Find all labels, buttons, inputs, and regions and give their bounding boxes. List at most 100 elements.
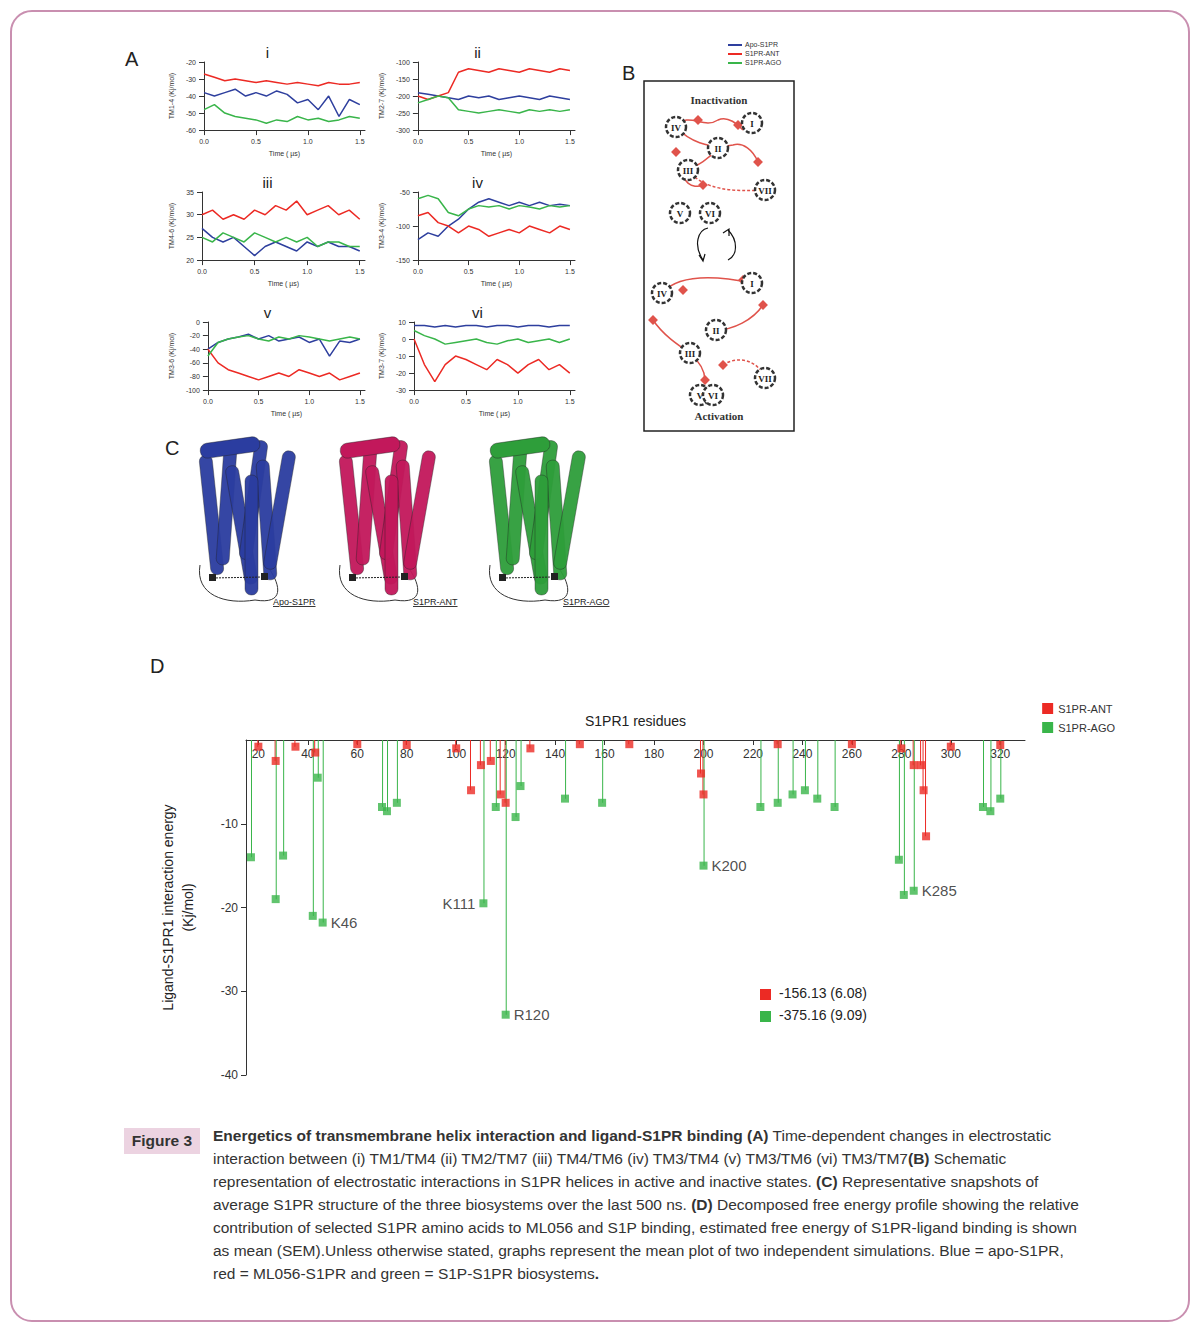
svg-text:S1PR-AGO: S1PR-AGO <box>1058 722 1115 734</box>
svg-text:-10: -10 <box>396 353 406 360</box>
svg-text:III: III <box>683 166 694 176</box>
svg-text:30: 30 <box>186 211 194 218</box>
svg-text:220: 220 <box>743 747 763 761</box>
svg-text:-80: -80 <box>190 373 200 380</box>
svg-text:K200: K200 <box>712 857 747 874</box>
svg-text:TM4-6 (Kj/mol): TM4-6 (Kj/mol) <box>168 203 176 249</box>
svg-text:1.5: 1.5 <box>355 138 365 145</box>
svg-text:0.5: 0.5 <box>254 398 264 405</box>
svg-text:-40: -40 <box>221 1068 239 1082</box>
svg-text:1.5: 1.5 <box>565 268 575 275</box>
svg-text:-20: -20 <box>190 332 200 339</box>
svg-text:R120: R120 <box>514 1006 550 1023</box>
svg-text:iv: iv <box>472 174 483 191</box>
svg-text:Time ( µs): Time ( µs) <box>271 410 302 418</box>
svg-text:-50: -50 <box>400 189 410 196</box>
svg-text:1.0: 1.0 <box>514 268 524 275</box>
svg-text:VI: VI <box>705 209 715 219</box>
svg-text:-40: -40 <box>186 93 196 100</box>
svg-text:-20: -20 <box>396 370 406 377</box>
svg-text:VII: VII <box>758 374 772 384</box>
svg-text:0.5: 0.5 <box>464 138 474 145</box>
svg-text:0.0: 0.0 <box>413 138 423 145</box>
svg-text:II: II <box>714 144 722 154</box>
svg-text:-150: -150 <box>396 257 410 264</box>
svg-text:-300: -300 <box>396 127 410 134</box>
svg-text:-60: -60 <box>186 127 196 134</box>
svg-text:-30: -30 <box>221 984 239 998</box>
svg-text:-100: -100 <box>396 223 410 230</box>
svg-text:-150: -150 <box>396 76 410 83</box>
svg-text:Time ( µs): Time ( µs) <box>481 280 512 288</box>
svg-text:I: I <box>750 279 754 289</box>
svg-text:-30: -30 <box>396 387 406 394</box>
svg-text:I: I <box>750 119 754 129</box>
svg-text:S1PR-AGO: S1PR-AGO <box>563 597 610 607</box>
svg-text:-200: -200 <box>396 93 410 100</box>
svg-text:III: III <box>685 349 696 359</box>
svg-text:IV: IV <box>657 289 668 299</box>
svg-text:1.0: 1.0 <box>304 398 314 405</box>
svg-text:0.0: 0.0 <box>413 268 423 275</box>
svg-text:1.0: 1.0 <box>302 268 312 275</box>
svg-text:0: 0 <box>402 336 406 343</box>
svg-text:-250: -250 <box>396 110 410 117</box>
svg-text:Ligand-S1PR1 interaction energ: Ligand-S1PR1 interaction energy <box>160 804 176 1010</box>
svg-text:v: v <box>264 304 272 321</box>
svg-text:0: 0 <box>196 319 200 326</box>
svg-text:VI: VI <box>708 391 718 401</box>
svg-text:0.5: 0.5 <box>461 398 471 405</box>
svg-text:K46: K46 <box>331 914 358 931</box>
svg-text:IV: IV <box>671 123 682 133</box>
svg-text:Time ( µs): Time ( µs) <box>479 410 510 418</box>
svg-text:Apo-S1PR: Apo-S1PR <box>273 597 316 607</box>
svg-text:S1PR1 residues: S1PR1 residues <box>585 713 686 729</box>
svg-text:1.5: 1.5 <box>355 398 365 405</box>
svg-text:-100: -100 <box>186 387 200 394</box>
svg-text:i: i <box>266 44 269 61</box>
svg-text:0.0: 0.0 <box>203 398 213 405</box>
svg-text:260: 260 <box>842 747 862 761</box>
svg-text:1.0: 1.0 <box>513 398 523 405</box>
svg-text:-10: -10 <box>221 817 239 831</box>
svg-text:S1PR-ANT: S1PR-ANT <box>413 597 458 607</box>
svg-text:ii: ii <box>474 44 481 61</box>
svg-text:10: 10 <box>398 319 406 326</box>
svg-text:TM1-4 (Kj/mol): TM1-4 (Kj/mol) <box>168 73 176 119</box>
svg-text:S1PR-ANT: S1PR-ANT <box>1058 703 1113 715</box>
svg-text:V: V <box>677 209 684 219</box>
svg-text:Activation: Activation <box>695 410 744 422</box>
svg-text:1.5: 1.5 <box>355 268 365 275</box>
svg-text:Time ( µs): Time ( µs) <box>481 150 512 158</box>
svg-text:Time ( µs): Time ( µs) <box>269 150 300 158</box>
svg-text:TM3-6 (Kj/mol): TM3-6 (Kj/mol) <box>168 333 176 379</box>
svg-text:35: 35 <box>186 189 194 196</box>
svg-text:80: 80 <box>400 747 414 761</box>
svg-text:60: 60 <box>351 747 365 761</box>
svg-text:20: 20 <box>186 257 194 264</box>
svg-text:-60: -60 <box>190 359 200 366</box>
svg-text:TM3-7 (Kj/mol): TM3-7 (Kj/mol) <box>378 333 386 379</box>
svg-text:K111: K111 <box>443 895 476 912</box>
svg-text:1.5: 1.5 <box>565 138 575 145</box>
svg-text:180: 180 <box>644 747 664 761</box>
svg-text:25: 25 <box>186 234 194 241</box>
svg-text:-100: -100 <box>396 59 410 66</box>
svg-text:1.5: 1.5 <box>565 398 575 405</box>
svg-text:-30: -30 <box>186 76 196 83</box>
svg-text:-20: -20 <box>186 59 196 66</box>
svg-text:160: 160 <box>595 747 615 761</box>
svg-text:TM2-7 (Kj/mol): TM2-7 (Kj/mol) <box>378 73 386 119</box>
svg-text:VII: VII <box>758 186 772 196</box>
svg-text:-20: -20 <box>221 901 239 915</box>
svg-text:-50: -50 <box>186 110 196 117</box>
svg-text:K285: K285 <box>922 882 957 899</box>
svg-text:240: 240 <box>792 747 812 761</box>
svg-text:0.5: 0.5 <box>250 268 260 275</box>
svg-text:(Kj/mol): (Kj/mol) <box>180 883 196 931</box>
svg-text:II: II <box>712 326 720 336</box>
svg-text:Inactivation: Inactivation <box>691 94 748 106</box>
svg-text:vi: vi <box>472 304 483 321</box>
svg-text:0.0: 0.0 <box>197 268 207 275</box>
svg-text:0.0: 0.0 <box>199 138 209 145</box>
